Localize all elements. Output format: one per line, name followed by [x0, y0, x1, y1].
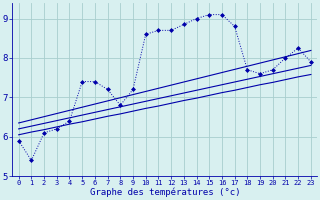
- X-axis label: Graphe des températures (°c): Graphe des températures (°c): [90, 188, 240, 197]
